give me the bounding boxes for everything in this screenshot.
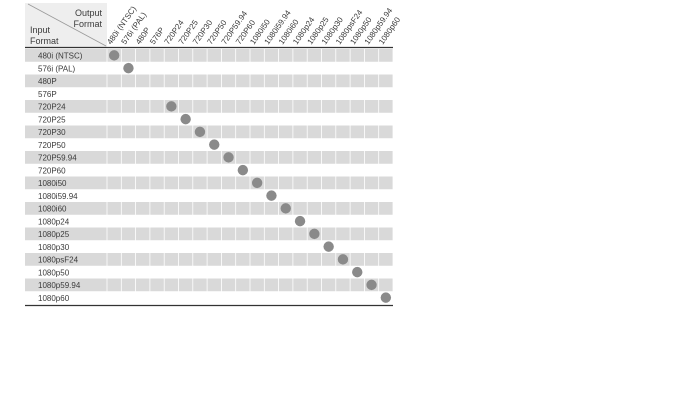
row-label: 576P bbox=[38, 90, 57, 99]
row-label: 1080i59.94 bbox=[38, 192, 78, 201]
output-format-label-line2: Format bbox=[73, 19, 102, 29]
row-band bbox=[25, 202, 393, 215]
row-label: 720P60 bbox=[38, 166, 66, 175]
supported-dot bbox=[266, 190, 277, 201]
input-format-label-line1: Input bbox=[30, 25, 51, 35]
supported-dot bbox=[323, 241, 334, 252]
supported-dot bbox=[251, 177, 263, 189]
supported-dot bbox=[337, 254, 349, 265]
row-label: 720P30 bbox=[38, 128, 66, 137]
supported-dot bbox=[166, 101, 177, 112]
output-format-label-line1: Output bbox=[75, 8, 103, 18]
supported-dot bbox=[108, 50, 120, 61]
row-band bbox=[25, 100, 393, 113]
row-label: 1080i50 bbox=[38, 179, 67, 188]
row-label: 720P50 bbox=[38, 141, 66, 150]
row-band bbox=[25, 151, 393, 164]
row-band bbox=[25, 278, 393, 292]
row-label: 1080p24 bbox=[38, 217, 70, 226]
row-label: 720P59.94 bbox=[38, 154, 77, 163]
supported-dot bbox=[123, 62, 134, 74]
row-band bbox=[25, 176, 393, 190]
input-format-label-line2: Format bbox=[30, 36, 59, 46]
supported-dot bbox=[194, 126, 206, 138]
row-band bbox=[25, 227, 393, 241]
row-label: 720P25 bbox=[38, 115, 66, 124]
header-corner-cell bbox=[25, 3, 107, 47]
row-band bbox=[25, 253, 393, 266]
column-label: 576P bbox=[148, 26, 166, 46]
row-band bbox=[25, 74, 393, 88]
supported-dot bbox=[180, 113, 191, 125]
row-label: 1080p50 bbox=[38, 268, 70, 277]
row-label: 480P bbox=[38, 77, 57, 86]
supported-dot bbox=[380, 292, 392, 303]
header-diagonal-divider bbox=[27, 3, 107, 47]
row-label: 1080i60 bbox=[38, 205, 67, 214]
supported-dot bbox=[294, 215, 306, 227]
row-label: 1080psF24 bbox=[38, 256, 79, 265]
row-label: 576i (PAL) bbox=[38, 64, 76, 73]
supported-dot bbox=[309, 228, 320, 240]
row-band bbox=[25, 125, 393, 139]
row-label: 1080p30 bbox=[38, 243, 70, 252]
row-label: 1080p60 bbox=[38, 294, 70, 303]
supported-dot bbox=[237, 164, 249, 176]
row-label: 480i (NTSC) bbox=[38, 52, 83, 61]
supported-dot bbox=[280, 203, 291, 214]
supported-dot bbox=[209, 139, 220, 150]
supported-dot bbox=[223, 152, 234, 163]
row-label: 1080p25 bbox=[38, 230, 70, 239]
row-label: 720P24 bbox=[38, 103, 66, 112]
supported-dot bbox=[366, 279, 377, 291]
supported-dot bbox=[352, 266, 363, 278]
row-label: 1080p59.94 bbox=[38, 281, 81, 290]
